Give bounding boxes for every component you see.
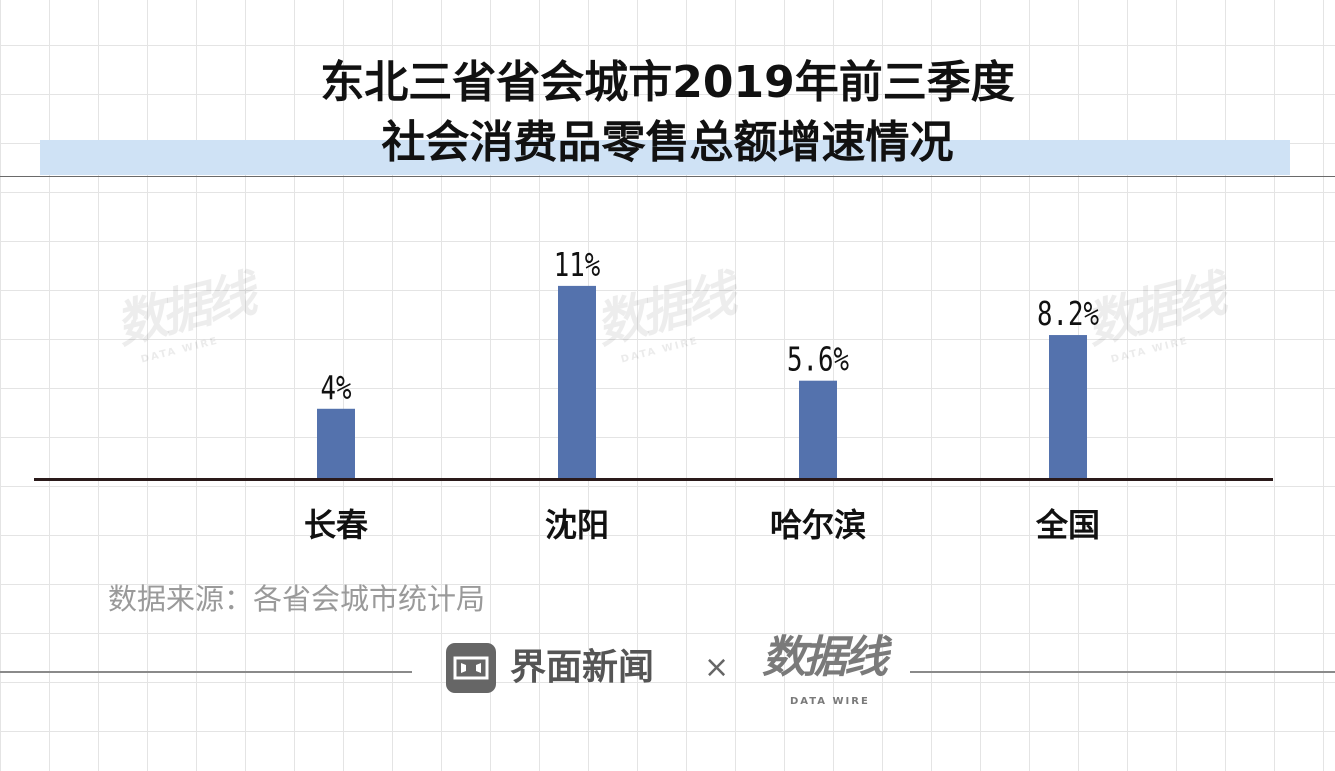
brand-name: 界面新闻 [510,647,655,688]
category-label-2: 沈阳 [545,506,609,544]
title-divider [0,176,1335,177]
category-label-3: 哈尔滨 [770,506,866,544]
value-label-3: 5.6% [787,341,849,379]
jiemian-window-icon [446,643,496,693]
bar-4 [1049,335,1087,479]
category-labels-group: 长春 沈阳 哈尔滨 全国 [304,506,1100,544]
partner-logo: 数据线 [762,632,888,683]
title-highlight-band [40,140,1290,175]
footer-rule-left [0,671,412,673]
chart-title-line1: 东北三省省会城市2019年前三季度 [320,57,1015,108]
bars-group [317,285,1087,479]
bar-2 [558,285,596,479]
data-source-note: 数据来源：各省会城市统计局 [108,582,486,616]
category-label-1: 长春 [304,506,368,544]
value-label-2: 11% [554,246,601,284]
value-label-4: 8.2% [1037,295,1099,333]
category-label-4: 全国 [1035,506,1100,544]
collaboration-times-sign: × [704,650,730,685]
partner-logo-sub: DATA WIRE [790,696,870,707]
chart-title-line2: 社会消费品零售总额增速情况 [381,117,954,168]
footer-rule-right [910,671,1335,673]
value-labels-group: 4% 11% 5.6% 8.2% [321,246,1100,407]
bar-1 [317,408,355,479]
value-label-1: 4% [321,369,352,407]
bar-3 [799,380,837,479]
